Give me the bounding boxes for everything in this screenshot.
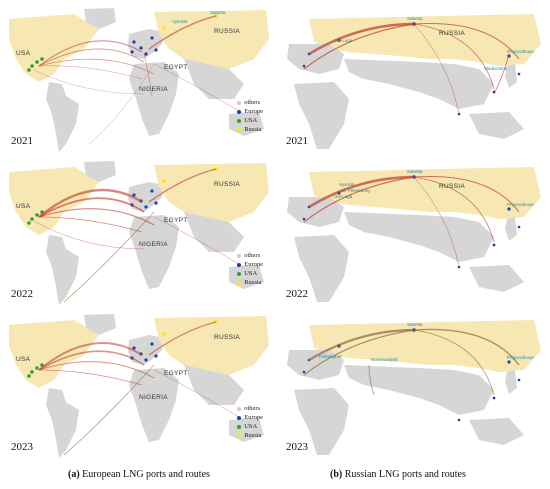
caption-russian: (b) Russian LNG ports and routes xyxy=(330,469,466,480)
routes-russia-2022 xyxy=(303,175,520,268)
year-label: 2021 xyxy=(11,135,33,147)
legend: others Europe USA Russia xyxy=(237,98,263,134)
label-nigeria: NIGERIA xyxy=(139,86,168,93)
world-map-europe-2021 xyxy=(4,4,271,154)
legend-marker-others xyxy=(237,100,242,105)
legend-item-others: others xyxy=(237,98,263,107)
label-nigeria: NIGERIA xyxy=(139,241,168,248)
label-egypt: EGYPT xyxy=(164,370,188,377)
year-label: 2023 xyxy=(286,441,308,453)
routes-russia-2023 xyxy=(303,328,520,396)
world-map-europe-2023 xyxy=(4,310,271,460)
legend-item-europe: Europe xyxy=(237,107,263,116)
label-ust-luga: Ust-Luga xyxy=(334,38,353,43)
label-sabetta: Sabetta xyxy=(407,322,423,327)
legend-marker-russia xyxy=(237,433,242,438)
routes-europe-2022 xyxy=(33,168,245,303)
label-prigorodnoye: Prigorodnoye xyxy=(507,49,534,54)
panel-europe-2023: USA RUSSIA EGYPT NIGERIA 2023 others Eur… xyxy=(4,310,271,460)
world-map-europe-2022 xyxy=(4,157,271,307)
label-nigeria: NIGERIA xyxy=(139,394,168,401)
legend-item-others: others xyxy=(237,404,263,413)
legend-marker-usa xyxy=(237,424,242,429)
label-usa: USA xyxy=(16,356,31,363)
legend: others Europe USA Russia xyxy=(237,251,263,287)
label-russia: RUSSIA xyxy=(214,334,241,341)
label-novorossiysk: Novorossiysk xyxy=(371,357,398,362)
label-russia: RUSSIA xyxy=(439,30,466,37)
legend-marker-europe xyxy=(237,415,242,420)
legend-item-usa: USA xyxy=(237,269,263,278)
label-usa: USA xyxy=(16,50,31,57)
legend-item-others: others xyxy=(237,251,263,260)
label-sabetta: Sabetta xyxy=(210,10,226,15)
label-usa: USA xyxy=(16,203,31,210)
world-map-russia-2022 xyxy=(279,157,546,307)
legend-marker-usa xyxy=(237,271,242,276)
label-egypt: EGYPT xyxy=(164,217,188,224)
label-russia: RUSSIA xyxy=(214,181,241,188)
legend-marker-others xyxy=(237,406,242,411)
label-vysotsk: Vysotsk xyxy=(339,182,355,187)
label-kaliningrad: Kaliningrad xyxy=(319,354,342,359)
label-st-petersburg: St. Petersburg xyxy=(341,188,370,193)
label-prigorodnoye: Prigorodnoye xyxy=(507,355,534,360)
legend-marker-russia xyxy=(237,280,242,285)
panel-europe-2022: USA RUSSIA EGYPT NIGERIA 2022 others Eur… xyxy=(4,157,271,307)
legend-item-usa: USA xyxy=(237,116,263,125)
legend-item-russia: Russia xyxy=(237,431,263,440)
legend-marker-usa xyxy=(237,118,242,123)
caption-european: (a) European LNG ports and routes xyxy=(68,469,210,480)
label-vladivostok: Vladivostok xyxy=(484,66,508,71)
label-prigorodnoye: Prigorodnoye xyxy=(507,202,534,207)
legend-marker-others xyxy=(237,253,242,258)
label-russia: RUSSIA xyxy=(214,28,241,35)
year-label: 2022 xyxy=(11,288,33,300)
year-label: 2023 xyxy=(11,441,33,453)
legend-marker-europe xyxy=(237,262,242,267)
routes-europe-2021 xyxy=(33,15,245,145)
routes-europe-2023 xyxy=(38,321,245,456)
label-ust-luga: Ust-Luga xyxy=(334,194,353,199)
label-sabetta: Sabetta xyxy=(407,16,423,21)
legend-item-europe: Europe xyxy=(237,260,263,269)
routes-russia-2021 xyxy=(303,22,520,115)
label-egypt: EGYPT xyxy=(164,64,188,71)
legend-item-usa: USA xyxy=(237,422,263,431)
legend-marker-europe xyxy=(237,109,242,114)
panel-russia-2021: RUSSIA Sabetta Ust-Luga Vladivostok Prig… xyxy=(279,4,546,154)
legend-item-russia: Russia xyxy=(237,125,263,134)
world-map-russia-2021 xyxy=(279,4,546,154)
panel-europe-2021: USA RUSSIA EGYPT NIGERIA Sabetta Vysotsk… xyxy=(4,4,271,154)
legend: others Europe USA Russia xyxy=(237,404,263,440)
label-russia: RUSSIA xyxy=(439,183,466,190)
legend-item-europe: Europe xyxy=(237,413,263,422)
label-vysotsk: Vysotsk xyxy=(172,19,188,24)
year-label: 2021 xyxy=(286,135,308,147)
legend-marker-russia xyxy=(237,127,242,132)
panel-russia-2022: RUSSIA Sabetta Vysotsk St. Petersburg Us… xyxy=(279,157,546,307)
year-label: 2022 xyxy=(286,288,308,300)
legend-item-russia: Russia xyxy=(237,278,263,287)
world-map-russia-2023 xyxy=(279,310,546,460)
panel-russia-2023: Sabetta Kaliningrad Novorossiysk Prigoro… xyxy=(279,310,546,460)
label-sabetta: Sabetta xyxy=(407,169,423,174)
